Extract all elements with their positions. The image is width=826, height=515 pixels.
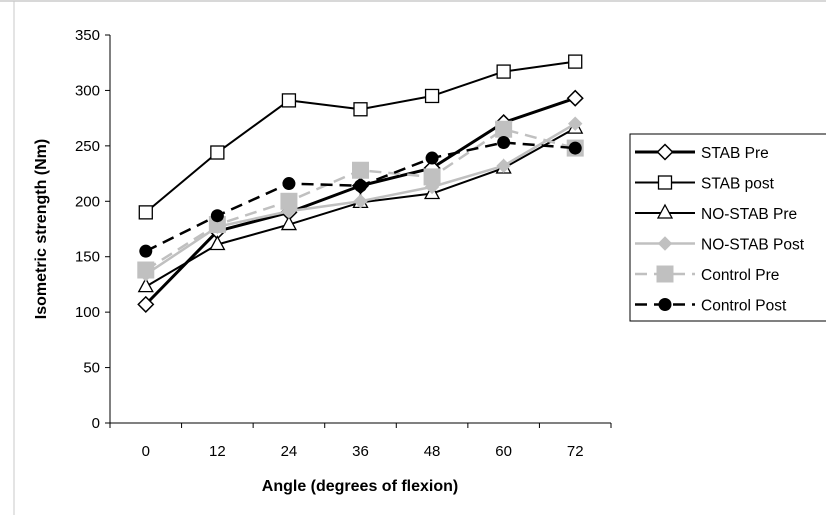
data-point [495, 120, 513, 138]
y-tick-label: 250 [75, 138, 100, 155]
series-5 [139, 136, 582, 258]
x-tick-label: 48 [424, 443, 441, 460]
data-point [354, 179, 367, 193]
data-point [496, 158, 511, 174]
data-point [282, 177, 296, 191]
y-tick-label: 100 [75, 304, 100, 321]
data-point [353, 102, 368, 117]
data-point [656, 203, 674, 219]
data-point [424, 88, 440, 104]
y-tick-label: 350 [75, 27, 100, 44]
y-tick-label: 0 [92, 415, 100, 432]
data-point [209, 235, 226, 251]
data-point [568, 54, 583, 69]
x-tick-label: 0 [142, 443, 150, 460]
legend-label: STAB post [701, 176, 775, 193]
data-point [280, 215, 298, 231]
legend-item: NO-STAB Pre [635, 203, 797, 223]
legend-item: NO-STAB Post [635, 236, 805, 254]
data-point [280, 192, 298, 210]
x-tick-label: 12 [209, 443, 226, 460]
legend-label: Control Post [701, 298, 787, 315]
data-point [568, 116, 583, 131]
series-3 [138, 116, 583, 282]
data-point [210, 209, 224, 223]
x-tick-label: 24 [281, 443, 298, 460]
y-tick-label: 300 [75, 82, 100, 99]
legend-item: STAB Pre [635, 143, 769, 162]
legend-label: NO-STAB Pre [701, 206, 797, 223]
x-axis-ticks: 0 12 24 36 48 60 72 [109, 423, 612, 460]
data-point [425, 151, 439, 165]
legend-label: Control Pre [701, 267, 779, 284]
data-point [138, 205, 153, 220]
data-point [137, 277, 154, 293]
data-point [353, 194, 368, 209]
data-point [137, 295, 155, 313]
legend-item: Control Pre [635, 265, 779, 284]
legend-label: STAB Pre [701, 145, 769, 162]
y-axis-ticks: 0 50 100 150 200 250 300 350 [75, 27, 110, 432]
y-axis-title: Isometric strength (Nm) [33, 139, 50, 319]
data-point [497, 136, 511, 150]
data-point [656, 143, 674, 161]
legend-box [629, 133, 826, 322]
x-tick-label: 60 [495, 443, 512, 460]
series-1 [138, 54, 583, 220]
y-tick-label: 200 [75, 193, 100, 210]
y-tick-label: 150 [75, 249, 100, 266]
x-tick-label: 36 [352, 443, 369, 460]
data-point [568, 141, 582, 155]
legend-item: STAB post [635, 175, 775, 193]
data-point [496, 64, 511, 79]
data-point [281, 93, 297, 108]
data-point [657, 175, 673, 190]
data-point [139, 244, 153, 258]
data-point [658, 298, 672, 311]
data-point [566, 89, 584, 107]
legend: STAB Pre STAB post NO-STAB Pre NO-STAB Post… [629, 133, 826, 322]
legend-label: NO-STAB Post [701, 237, 805, 254]
data-point [352, 161, 369, 179]
data-point [656, 265, 674, 283]
series-4 [137, 120, 584, 279]
axes [109, 35, 611, 424]
data-point [657, 236, 673, 251]
series-layer [137, 54, 584, 313]
legend-item: Control Post [635, 298, 787, 315]
data-point [137, 261, 155, 279]
y-tick-label: 50 [83, 360, 100, 377]
x-axis-title: Angle (degrees of flexion) [262, 478, 458, 495]
data-point [423, 168, 441, 186]
data-point [210, 145, 225, 160]
x-tick-label: 72 [567, 443, 584, 460]
